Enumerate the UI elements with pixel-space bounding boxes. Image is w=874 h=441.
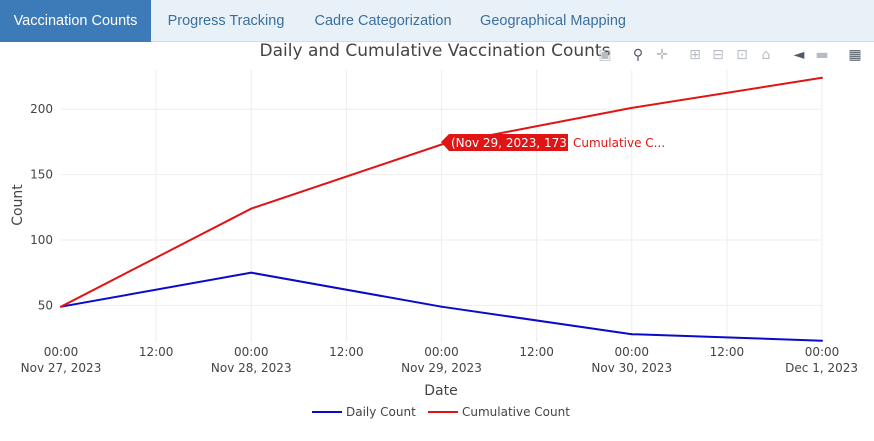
x-axis-label: Date — [424, 383, 457, 399]
data-point[interactable] — [60, 305, 62, 308]
legend: Daily Count Cumulative Count — [312, 405, 570, 419]
y-tick-label: 200 — [30, 102, 53, 116]
x-tick-label: 00:00 — [234, 345, 269, 359]
legend-item-cumulative[interactable]: Cumulative Count — [428, 405, 570, 419]
legend-label-daily: Daily Count — [346, 405, 416, 419]
x-tick-label: 00:00 — [805, 345, 840, 359]
x-tick-date-label: Dec 1, 2023 — [785, 361, 858, 375]
x-axis-ticks: 00:00 Nov 27, 2023 12:00 00:00 Nov 28, 2023 1… — [21, 345, 858, 375]
zoom-out-icon[interactable]: ⊟ — [712, 47, 724, 63]
data-point[interactable] — [440, 143, 443, 146]
x-tick-label: 12:00 — [519, 345, 554, 359]
compare-data-icon[interactable]: ▬ — [815, 47, 829, 63]
gridlines — [61, 70, 823, 342]
hover-tooltip-value: (Nov 29, 2023, 173) — [451, 136, 572, 150]
data-point[interactable] — [630, 333, 633, 336]
tab-bar: Vaccination Counts Progress Tracking Cad… — [0, 0, 874, 42]
hover-tooltip-box — [441, 134, 568, 151]
data-point[interactable] — [821, 76, 823, 79]
data-point[interactable] — [630, 106, 633, 109]
series-lines — [60, 76, 823, 342]
y-axis-ticks: 50 100 150 200 — [30, 102, 53, 312]
x-tick-label: 12:00 — [710, 345, 745, 359]
y-tick-label: 100 — [30, 233, 53, 247]
x-tick-label: 00:00 — [44, 345, 79, 359]
hover-tooltip: (Nov 29, 2023, 173) Cumulative C... — [441, 134, 665, 151]
x-tick-date-label: Nov 30, 2023 — [591, 361, 672, 375]
data-point[interactable] — [250, 207, 253, 210]
tab-geographical-mapping[interactable]: Geographical Mapping — [480, 13, 626, 29]
x-tick-label: 12:00 — [329, 345, 364, 359]
tab-cadre-categorization[interactable]: Cadre Categorization — [314, 13, 452, 29]
legend-item-daily[interactable]: Daily Count — [312, 405, 416, 419]
x-tick-date-label: Nov 28, 2023 — [211, 361, 292, 375]
x-tick-date-label: Nov 29, 2023 — [401, 361, 482, 375]
x-tick-label: 00:00 — [424, 345, 459, 359]
data-point[interactable] — [821, 339, 823, 342]
chart-title: Daily and Cumulative Vaccination Counts — [260, 42, 611, 61]
spike-lines-icon[interactable]: ◄ — [793, 47, 805, 63]
x-tick-label: 00:00 — [614, 345, 649, 359]
data-point[interactable] — [440, 305, 443, 308]
camera-icon[interactable]: ▣ — [598, 47, 612, 63]
tab-vaccination-counts[interactable]: Vaccination Counts — [0, 0, 151, 42]
legend-label-cumulative: Cumulative Count — [462, 405, 570, 419]
plotly-logo-icon[interactable]: ▦ — [848, 47, 862, 63]
vaccination-chart: Daily and Cumulative Vaccination Counts … — [10, 42, 858, 419]
hover-tooltip-series: Cumulative C... — [573, 136, 665, 150]
data-point[interactable] — [250, 271, 253, 274]
zoom-icon[interactable]: ⚲ — [632, 47, 644, 63]
tab-progress-tracking[interactable]: Progress Tracking — [167, 13, 285, 29]
zoom-in-icon[interactable]: ⊞ — [689, 47, 701, 63]
autoscale-icon[interactable]: ⊡ — [736, 47, 748, 63]
plot-modebar: ▣ ⚲ ✛ ⊞ ⊟ ⊡ ⌂ ◄ ▬ ▦ — [590, 46, 870, 66]
reset-axes-icon[interactable]: ⌂ — [761, 47, 771, 63]
y-tick-label: 50 — [38, 298, 53, 312]
y-axis-label: Count — [10, 184, 26, 226]
y-tick-label: 150 — [30, 168, 53, 182]
x-tick-date-label: Nov 27, 2023 — [21, 361, 102, 375]
x-tick-label: 12:00 — [139, 345, 174, 359]
pan-icon[interactable]: ✛ — [656, 47, 668, 63]
